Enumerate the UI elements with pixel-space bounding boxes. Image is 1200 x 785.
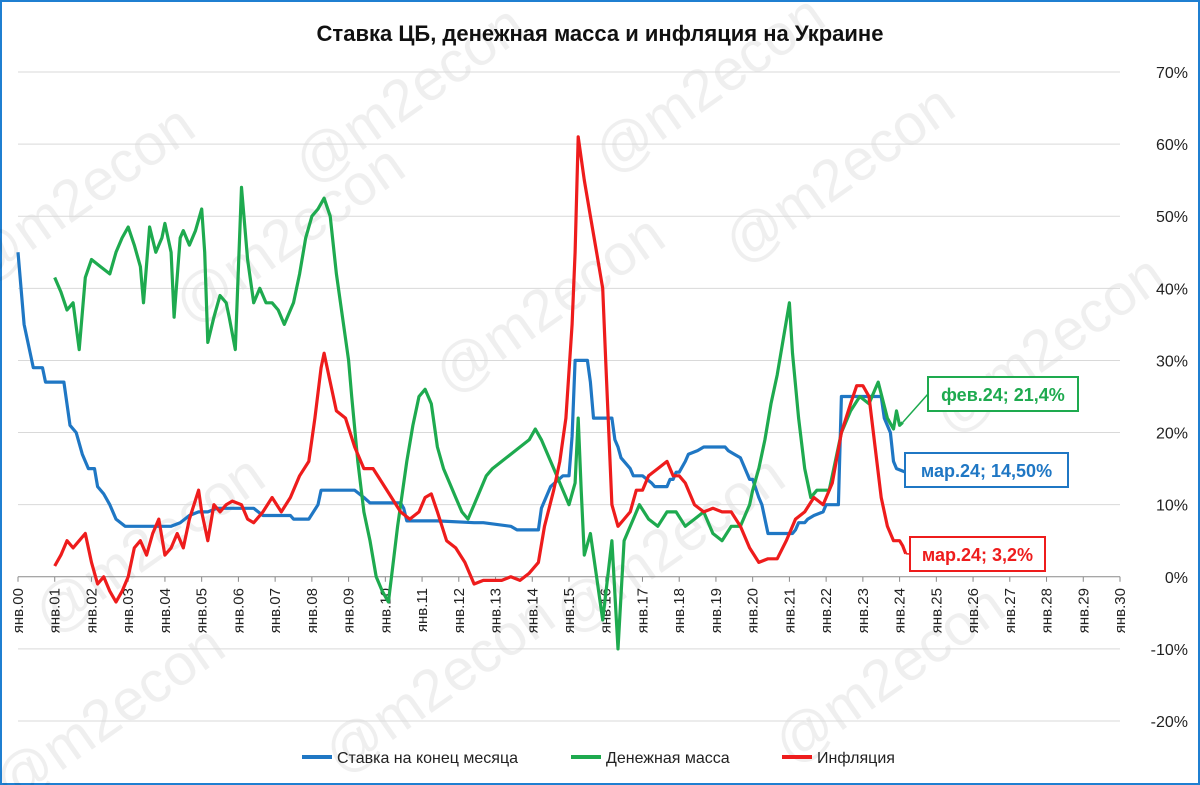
y-tick-label: -10% — [1151, 642, 1188, 659]
x-tick-label: янв.13 — [488, 588, 505, 633]
x-tick-label: янв.04 — [157, 588, 174, 633]
y-tick-label: 10% — [1156, 498, 1188, 515]
legend: Ставка на конец месяца Денежная масса Инфл… — [302, 750, 895, 767]
x-tick-label: янв.25 — [928, 588, 945, 633]
annotation-label: мар.24; 3,2% — [922, 545, 1033, 565]
x-tick-label: янв.17 — [634, 588, 651, 633]
series-line-2 — [53, 185, 904, 651]
annotation-box — [904, 452, 1069, 488]
x-tick-label: янв.18 — [671, 588, 688, 633]
y-tick-label: 50% — [1156, 209, 1188, 226]
x-tick-label: янв.28 — [1039, 588, 1056, 633]
x-tick-label: янв.27 — [1002, 588, 1019, 633]
x-tick-label: янв.14 — [524, 588, 541, 633]
y-tick-label: 70% — [1156, 65, 1188, 82]
x-tick-label: янв.09 — [341, 588, 358, 633]
x-tick-label: янв.19 — [708, 588, 725, 633]
watermark-text: @m2econ — [162, 131, 417, 336]
watermark-text: @m2econ — [0, 91, 206, 296]
annotation-layer: фев.24; 21,4% мар.24; 14,50% мар.24; 3,2% — [902, 376, 1079, 572]
watermark-text: @m2econ — [0, 611, 236, 785]
x-tick-label: янв.24 — [892, 588, 909, 633]
x-tick-label: янв.03 — [120, 588, 137, 633]
x-tick-label: янв.06 — [230, 588, 247, 633]
x-tick-label: янв.15 — [561, 588, 578, 633]
y-axis-labels: -20% -10% 0% 10% 20% 30% 40% 50% 60% 70% — [1151, 65, 1188, 731]
x-tick-label: янв.02 — [83, 588, 100, 633]
x-tick-label: янв.29 — [1075, 588, 1092, 633]
y-tick-label: 20% — [1156, 426, 1188, 443]
y-tick-label: 30% — [1156, 353, 1188, 370]
x-tick-label: янв.26 — [965, 588, 982, 633]
x-tick-label: янв.23 — [855, 588, 872, 633]
series-line-3 — [53, 135, 908, 604]
watermark-text: @m2econ — [922, 241, 1177, 446]
legend-label: Ставка на конец месяца — [337, 750, 518, 767]
y-tick-label: -20% — [1151, 714, 1188, 731]
x-axis-labels: янв.00 янв.01 янв.02 янв.03 янв.04 янв.05 янв.… — [10, 576, 1129, 633]
x-tick-label: янв.08 — [304, 588, 321, 633]
x-tick-label: янв.30 — [1112, 588, 1129, 633]
x-tick-label: янв.05 — [194, 588, 211, 633]
x-tick-label: янв.12 — [451, 588, 468, 633]
annotation-label: мар.24; 14,50% — [921, 461, 1052, 481]
x-tick-label: янв.11 — [414, 588, 431, 632]
legend-label: Инфляция — [817, 750, 895, 767]
annotation-leader — [902, 393, 929, 423]
x-tick-label: янв.22 — [818, 588, 835, 633]
x-tick-label: янв.01 — [47, 588, 64, 633]
annotation-box — [927, 376, 1079, 412]
x-tick-label: янв.21 — [781, 588, 798, 633]
y-tick-label: 60% — [1156, 137, 1188, 154]
x-tick-label: янв.20 — [745, 588, 762, 633]
y-tick-label: 0% — [1165, 570, 1188, 587]
chart-title: Ставка ЦБ, денежная масса и инфляция на … — [317, 21, 884, 46]
x-tick-label: янв.00 — [10, 588, 27, 633]
x-tick-label: янв.16 — [598, 588, 615, 633]
x-tick-label: янв.07 — [267, 588, 284, 633]
annotation-label: фев.24; 21,4% — [941, 385, 1065, 405]
watermark-text: @m2econ — [422, 201, 677, 406]
annotation-box — [909, 536, 1046, 572]
legend-label: Денежная масса — [606, 750, 730, 767]
y-tick-label: 40% — [1156, 281, 1188, 298]
series-layer — [16, 135, 908, 651]
watermark-text: @m2econ — [712, 71, 967, 276]
